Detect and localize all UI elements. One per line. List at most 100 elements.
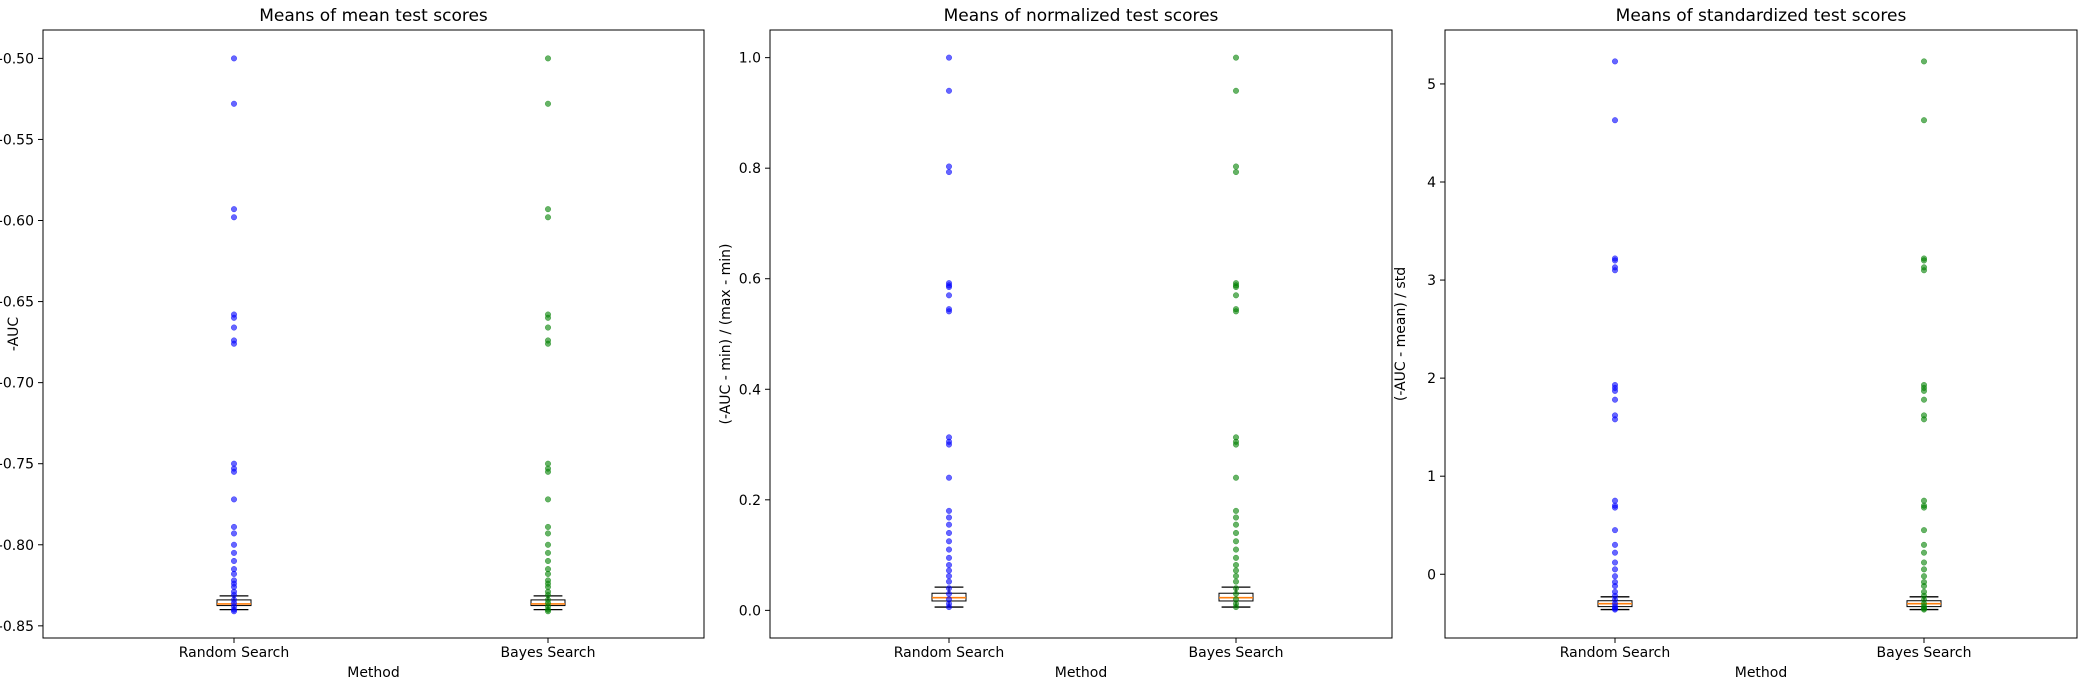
data-point bbox=[544, 314, 552, 321]
y-tick-label: -0.80 bbox=[0, 538, 34, 554]
data-point bbox=[945, 585, 953, 592]
data-point bbox=[544, 206, 552, 213]
data-point bbox=[1232, 561, 1240, 569]
data-point bbox=[1611, 606, 1619, 613]
data-point bbox=[945, 507, 953, 514]
data-point bbox=[1232, 507, 1240, 514]
data-point bbox=[1920, 257, 1928, 264]
y-tick-label: -0.55 bbox=[0, 132, 34, 148]
chart-panel-1: Means of mean test scores -0.85 -0.80 -0.75… bbox=[0, 6, 705, 681]
data-point bbox=[230, 530, 238, 537]
data-point bbox=[1611, 573, 1619, 580]
data-point bbox=[544, 340, 552, 347]
y-tick-label: 1.0 bbox=[739, 51, 761, 67]
data-point bbox=[230, 206, 238, 213]
chart-panel-3: Means of standardized test scores 0 1 2 3 4 5 R… bbox=[1393, 6, 2078, 681]
y-tick-label: -0.75 bbox=[0, 457, 34, 473]
data-point bbox=[544, 541, 552, 548]
data-point bbox=[1232, 474, 1240, 481]
data-point bbox=[230, 468, 238, 475]
x-tick-label: Bayes Search bbox=[1877, 645, 1972, 661]
chart-title: Means of standardized test scores bbox=[1616, 6, 1907, 26]
y-tick-label: 0 bbox=[1427, 567, 1436, 583]
data-point bbox=[1920, 504, 1928, 511]
data-point bbox=[945, 54, 953, 61]
data-point bbox=[945, 554, 953, 561]
y-tick-label: 0.4 bbox=[739, 382, 761, 398]
scatter-series-2 bbox=[1232, 54, 1240, 611]
data-point bbox=[1232, 163, 1240, 170]
data-point bbox=[1611, 566, 1619, 573]
data-point bbox=[544, 496, 552, 503]
data-point bbox=[1611, 541, 1619, 548]
x-tick-label: Random Search bbox=[894, 645, 1005, 661]
data-point bbox=[945, 163, 953, 170]
data-point bbox=[1232, 283, 1240, 291]
data-point bbox=[1232, 292, 1240, 299]
data-point bbox=[1232, 554, 1240, 561]
x-axis-label: Method bbox=[1055, 665, 1108, 681]
data-point bbox=[1920, 559, 1928, 566]
data-point bbox=[1611, 387, 1619, 394]
data-point bbox=[230, 557, 238, 565]
data-point bbox=[1611, 416, 1619, 423]
data-point bbox=[1232, 546, 1240, 553]
data-point bbox=[1232, 529, 1240, 537]
y-tick-label: 1 bbox=[1427, 469, 1436, 485]
data-point bbox=[544, 608, 552, 615]
data-point bbox=[230, 549, 238, 556]
data-point bbox=[1232, 538, 1240, 545]
data-point bbox=[544, 557, 552, 565]
y-axis-label: (-AUC - min) / (max - min) bbox=[718, 243, 734, 424]
plot-frame bbox=[42, 29, 705, 639]
scatter-series-2 bbox=[1920, 58, 1928, 613]
data-point bbox=[230, 214, 238, 221]
data-point bbox=[544, 324, 552, 331]
data-point bbox=[230, 608, 238, 615]
scatter-series-2 bbox=[544, 55, 552, 615]
data-point bbox=[945, 603, 953, 611]
plot-frame bbox=[769, 29, 1393, 639]
scatter-series-1 bbox=[230, 55, 238, 615]
data-point bbox=[1232, 169, 1240, 176]
data-point bbox=[544, 549, 552, 556]
data-point bbox=[945, 169, 953, 176]
data-point bbox=[1611, 559, 1619, 566]
x-tick-label: Random Search bbox=[1560, 645, 1671, 661]
data-point bbox=[544, 214, 552, 221]
data-point bbox=[945, 573, 953, 580]
data-point bbox=[544, 55, 552, 62]
data-point bbox=[1920, 396, 1928, 403]
data-point bbox=[945, 87, 953, 94]
data-point bbox=[1232, 567, 1240, 574]
data-point bbox=[1232, 54, 1240, 61]
data-point bbox=[945, 308, 953, 315]
data-point bbox=[1920, 58, 1928, 65]
data-point bbox=[1920, 573, 1928, 580]
data-point bbox=[945, 538, 953, 545]
scatter-series-1 bbox=[1611, 58, 1619, 613]
data-point bbox=[1232, 308, 1240, 315]
data-point bbox=[230, 570, 238, 578]
chart-panel-2: Means of normalized test scores 0.0 0.2 0.4… bbox=[718, 6, 1393, 681]
data-point bbox=[1920, 541, 1928, 548]
data-point bbox=[945, 514, 953, 521]
data-point bbox=[544, 100, 552, 107]
y-tick-label: -0.65 bbox=[0, 295, 34, 311]
y-tick-label: 4 bbox=[1427, 175, 1436, 191]
x-tick-label: Bayes Search bbox=[501, 645, 596, 661]
data-point bbox=[230, 100, 238, 107]
data-point bbox=[1611, 58, 1619, 65]
data-point bbox=[1920, 566, 1928, 573]
data-point bbox=[1920, 117, 1928, 124]
data-point bbox=[1232, 603, 1240, 611]
data-point bbox=[230, 523, 238, 530]
data-point bbox=[1611, 582, 1619, 590]
y-tick-label: -0.50 bbox=[0, 51, 34, 67]
plot-frame bbox=[1444, 29, 2078, 639]
data-point bbox=[1611, 257, 1619, 264]
data-point bbox=[945, 283, 953, 291]
chart-title: Means of normalized test scores bbox=[944, 6, 1219, 26]
data-point bbox=[544, 570, 552, 578]
data-point bbox=[1611, 549, 1619, 556]
